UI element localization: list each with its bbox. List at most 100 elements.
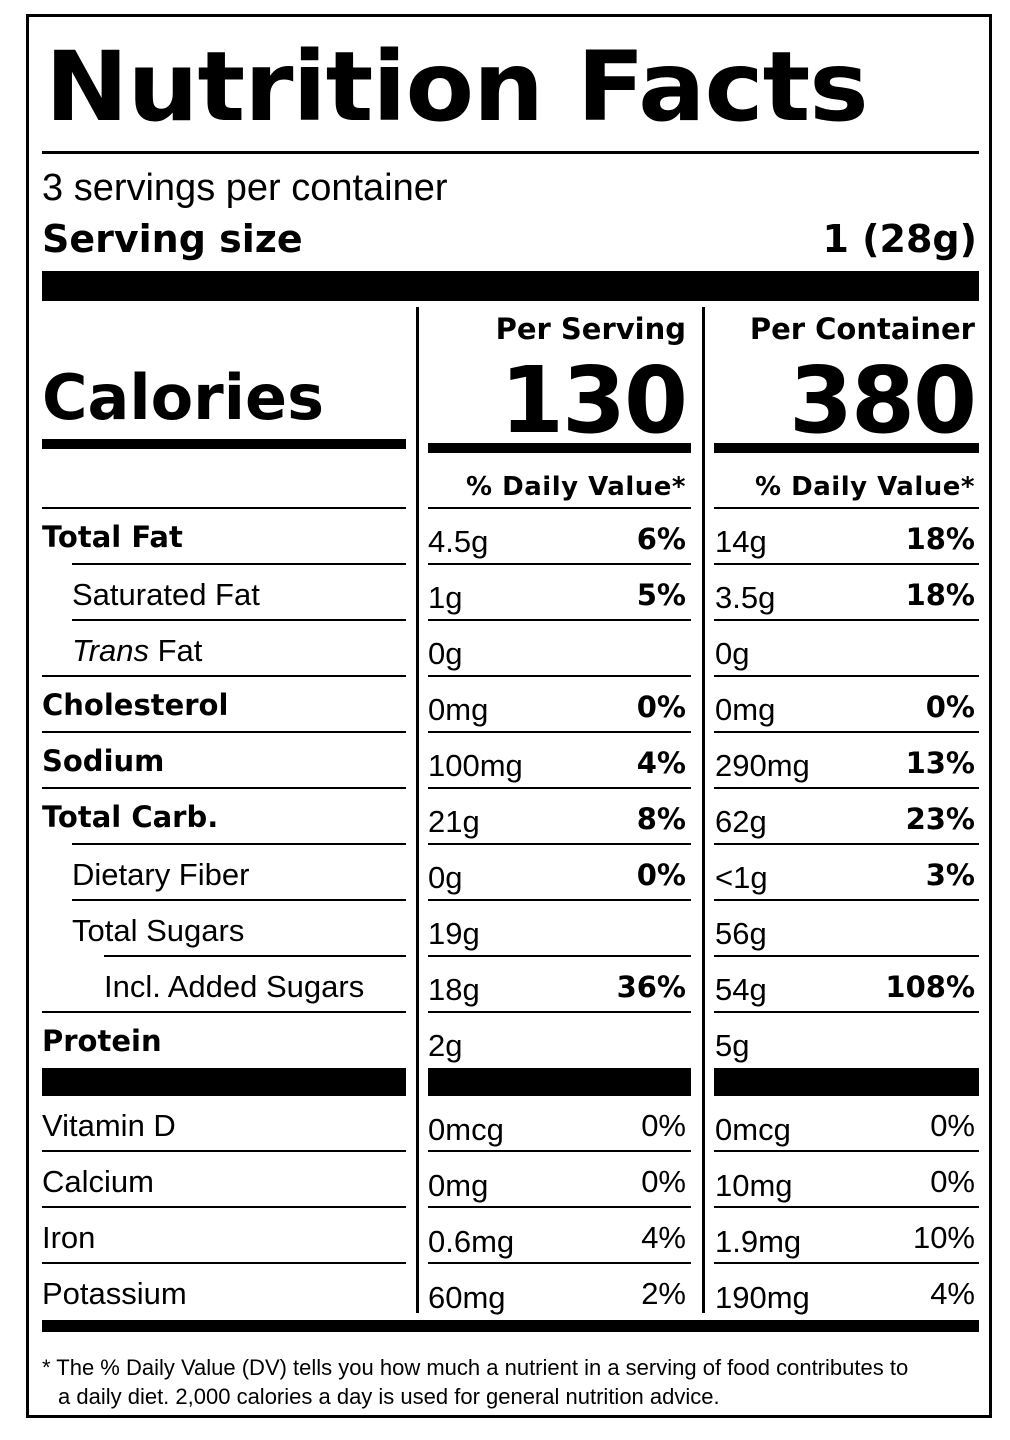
calories-bar-container bbox=[714, 443, 979, 453]
vitamin-serving-dv: 0% bbox=[641, 1164, 686, 1199]
row-rule-serving bbox=[428, 619, 691, 621]
serving-amount: 4.5g bbox=[428, 524, 489, 559]
container-amount: 62g bbox=[715, 804, 767, 839]
calories-bar-name bbox=[42, 439, 406, 449]
serving-amount: 0mg bbox=[428, 692, 489, 727]
per-container-heading: Per Container bbox=[749, 312, 975, 346]
row-rule-container bbox=[714, 619, 979, 621]
per-serving-heading: Per Serving bbox=[495, 312, 686, 346]
vitamin-name: Calcium bbox=[42, 1164, 154, 1199]
row-rule-name bbox=[72, 563, 406, 565]
row-rule-name bbox=[42, 787, 406, 789]
nutrient-name: Total Sugars bbox=[72, 913, 245, 948]
vitamins-bar-container bbox=[714, 1068, 979, 1096]
vrow-rule-serving bbox=[428, 1150, 691, 1152]
container-amount: 54g bbox=[715, 972, 767, 1007]
serving-amount: 18g bbox=[428, 972, 480, 1007]
serving-dv: 6% bbox=[636, 522, 686, 556]
container-dv: 18% bbox=[905, 522, 975, 556]
vitamin-serving-amount: 0.6mg bbox=[428, 1224, 515, 1259]
vrow-rule-container bbox=[714, 1262, 979, 1264]
container-amount: 3.5g bbox=[715, 580, 776, 615]
serving-amount: 0g bbox=[428, 636, 463, 671]
vitamin-name: Potassium bbox=[42, 1276, 187, 1311]
container-amount: 290mg bbox=[715, 748, 810, 783]
vrow-rule-name bbox=[42, 1206, 406, 1208]
row-rule-serving bbox=[428, 675, 691, 677]
nutrient-name: Incl. Added Sugars bbox=[104, 969, 365, 1004]
row-rule-serving bbox=[428, 787, 691, 789]
nutrient-name: Sodium bbox=[42, 744, 165, 778]
container-amount: 14g bbox=[715, 524, 767, 559]
servings-per-container: 3 servings per container bbox=[42, 167, 448, 209]
row-rule-name bbox=[42, 675, 406, 677]
container-dv: 3% bbox=[925, 858, 975, 892]
vitamin-container-dv: 0% bbox=[930, 1108, 975, 1143]
container-dv: 13% bbox=[905, 746, 975, 780]
nutrient-name: Total Fat bbox=[42, 520, 183, 554]
footnote: * The % Daily Value (DV) tells you how m… bbox=[42, 1353, 982, 1411]
per-serving-dv-heading: % Daily Value* bbox=[466, 472, 686, 502]
row-rule-container bbox=[714, 675, 979, 677]
row-rule-name bbox=[42, 507, 406, 509]
vrow-rule-container bbox=[714, 1206, 979, 1208]
vitamin-serving-dv: 4% bbox=[641, 1220, 686, 1255]
vitamins-bar-name bbox=[42, 1068, 406, 1096]
container-amount: 0g bbox=[715, 636, 750, 671]
row-rule-container bbox=[714, 955, 979, 957]
vitamin-container-amount: 0mcg bbox=[715, 1112, 791, 1147]
nutrient-name: Trans Fat bbox=[72, 635, 202, 666]
vrow-rule-serving bbox=[428, 1206, 691, 1208]
label-title: Nutrition Facts bbox=[45, 31, 869, 143]
serving-amount: 2g bbox=[428, 1028, 463, 1063]
footnote-bar bbox=[42, 1320, 979, 1332]
per-serving-calories: 130 bbox=[499, 347, 688, 454]
vitamin-container-dv: 10% bbox=[912, 1220, 975, 1255]
vrow-rule-container bbox=[714, 1150, 979, 1152]
container-amount: 0mg bbox=[715, 692, 776, 727]
vrow-rule-name bbox=[42, 1150, 406, 1152]
row-rule-container bbox=[714, 507, 979, 509]
row-rule-container bbox=[714, 899, 979, 901]
row-rule-name bbox=[72, 899, 406, 901]
nutrient-name: Saturated Fat bbox=[72, 577, 260, 612]
nutrient-name-italic: Trans bbox=[72, 633, 149, 668]
per-container-dv-heading: % Daily Value* bbox=[755, 472, 975, 502]
container-dv: 23% bbox=[905, 802, 975, 836]
serving-size-label: Serving size bbox=[42, 217, 303, 261]
column-separator-right bbox=[702, 307, 705, 1313]
per-container-calories: 380 bbox=[788, 347, 977, 454]
nutrition-label: Nutrition Facts 3 servings per container… bbox=[26, 14, 992, 1418]
row-rule-container bbox=[714, 843, 979, 845]
container-amount: 56g bbox=[715, 916, 767, 951]
row-rule-name bbox=[72, 619, 406, 621]
vitamin-serving-amount: 60mg bbox=[428, 1280, 506, 1315]
calories-bar-serving bbox=[428, 443, 691, 453]
vitamin-name: Iron bbox=[42, 1220, 96, 1255]
serving-amount: 100mg bbox=[428, 748, 523, 783]
row-rule-container bbox=[714, 787, 979, 789]
vitamin-container-amount: 190mg bbox=[715, 1280, 810, 1315]
nutrient-name: Cholesterol bbox=[42, 688, 229, 722]
row-rule-serving bbox=[428, 563, 691, 565]
serving-amount: 19g bbox=[428, 916, 480, 951]
vitamin-container-dv: 0% bbox=[930, 1164, 975, 1199]
serving-dv: 36% bbox=[616, 970, 686, 1004]
vitamins-bar-serving bbox=[428, 1068, 691, 1096]
container-amount: <1g bbox=[715, 860, 768, 895]
container-amount: 5g bbox=[715, 1028, 750, 1063]
column-separator-left bbox=[416, 307, 419, 1313]
nutrient-name-rest: Fat bbox=[148, 633, 203, 668]
vitamin-serving-amount: 0mcg bbox=[428, 1112, 504, 1147]
serving-amount: 0g bbox=[428, 860, 463, 895]
container-dv: 0% bbox=[925, 690, 975, 724]
serving-dv: 0% bbox=[636, 858, 686, 892]
serving-dv: 5% bbox=[636, 578, 686, 612]
row-rule-name bbox=[104, 955, 406, 957]
row-rule-serving bbox=[428, 843, 691, 845]
calories-label: Calories bbox=[42, 361, 324, 434]
title-rule bbox=[42, 151, 979, 154]
serving-dv: 4% bbox=[636, 746, 686, 780]
serving-dv: 0% bbox=[636, 690, 686, 724]
row-rule-container bbox=[714, 563, 979, 565]
